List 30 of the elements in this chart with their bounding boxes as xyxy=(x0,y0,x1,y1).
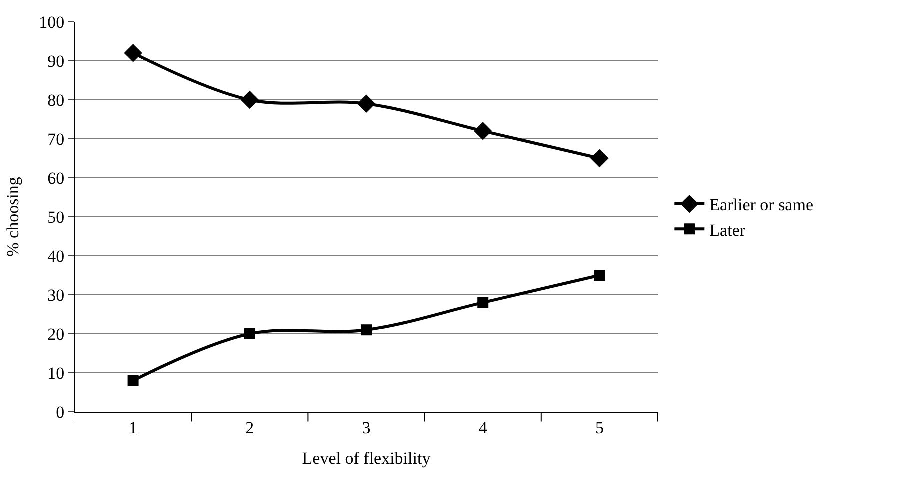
y-axis-title: % choosing xyxy=(4,176,23,257)
y-tick-label: 100 xyxy=(39,12,65,32)
x-tick-label: 3 xyxy=(362,418,371,438)
point xyxy=(478,297,489,308)
x-tick-label: 5 xyxy=(595,418,604,438)
point xyxy=(357,94,376,113)
point xyxy=(594,270,606,281)
y-tick-label: 90 xyxy=(48,52,65,71)
y-tick-label: 60 xyxy=(48,168,65,188)
point xyxy=(361,324,372,336)
x-tick-label: 2 xyxy=(246,418,254,438)
legend-label: Earlier or same xyxy=(710,196,814,215)
y-tick-label: 70 xyxy=(48,130,65,149)
y-tick-label: 0 xyxy=(56,402,65,422)
y-tick-label: 40 xyxy=(48,246,65,266)
point xyxy=(244,328,256,340)
y-tick-label: 10 xyxy=(48,364,65,383)
point xyxy=(240,90,259,110)
y-tick-label: 20 xyxy=(48,324,65,344)
point xyxy=(590,149,609,168)
y-tick-label: 30 xyxy=(48,286,65,305)
x-tick-label: 4 xyxy=(478,418,488,438)
point xyxy=(124,44,142,62)
point xyxy=(474,122,492,140)
y-tick-label: 50 xyxy=(48,208,65,227)
point xyxy=(128,375,139,386)
legend-label: Later xyxy=(710,220,746,240)
x-axis-title: Level of flexibility xyxy=(302,448,432,468)
y-tick-label: 80 xyxy=(48,90,65,110)
x-tick-label: 1 xyxy=(129,418,138,438)
